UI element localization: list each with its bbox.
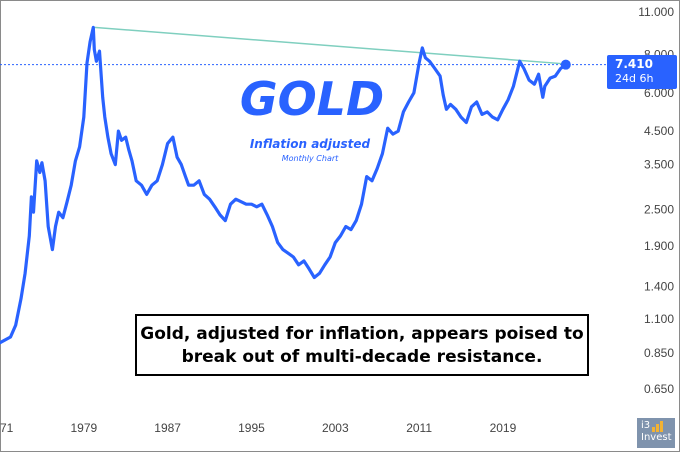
x-tick-label: 1995 — [238, 421, 265, 435]
chart-subtitle-monthly: Monthly Chart — [282, 154, 339, 163]
y-tick-label: 0.850 — [644, 346, 674, 360]
chart-subtitle: Inflation adjusted — [250, 137, 371, 151]
logo-line1: i3 — [641, 420, 651, 431]
y-tick-label: 2.500 — [644, 202, 674, 216]
x-tick-label: 1979 — [70, 421, 97, 435]
y-tick-label: 4.500 — [644, 124, 674, 138]
i3-invest-logo: i3 Invest — [637, 418, 675, 448]
y-tick-label: 1.100 — [644, 312, 674, 326]
logo-line2: Invest — [641, 432, 672, 443]
chart-title: GOLD — [240, 72, 384, 126]
y-tick-label: 0.650 — [644, 382, 674, 396]
x-axis: 1971 1979 1987 1995 2003 2011 2019 — [0, 421, 517, 435]
x-tick-label: 1971 — [0, 421, 14, 435]
y-axis: 11.0008.0006.0004.5003.5002.5001.9001.40… — [638, 5, 674, 396]
resistance-trendline — [94, 26, 566, 65]
y-tick-label: 6.000 — [644, 86, 674, 100]
y-tick-label: 11.000 — [638, 5, 674, 19]
y-tick-label: 1.900 — [644, 239, 674, 253]
last-price-value: 7.410 — [615, 57, 653, 71]
last-price-dot — [560, 59, 571, 70]
last-price-badge: 7.410 24d 6h — [607, 55, 677, 89]
x-tick-label: 1987 — [154, 421, 181, 435]
annotation-box: Gold, adjusted for inflation, appears po… — [135, 314, 589, 376]
x-tick-label: 2019 — [490, 421, 517, 435]
x-tick-label: 2003 — [322, 421, 349, 435]
bar-chart-icon — [652, 420, 664, 432]
bar-countdown: 24d 6h — [615, 72, 654, 85]
gold-price-line — [0, 25, 568, 345]
y-tick-label: 3.500 — [644, 158, 674, 172]
x-tick-label: 2011 — [406, 421, 432, 435]
y-tick-label: 1.400 — [644, 280, 674, 294]
